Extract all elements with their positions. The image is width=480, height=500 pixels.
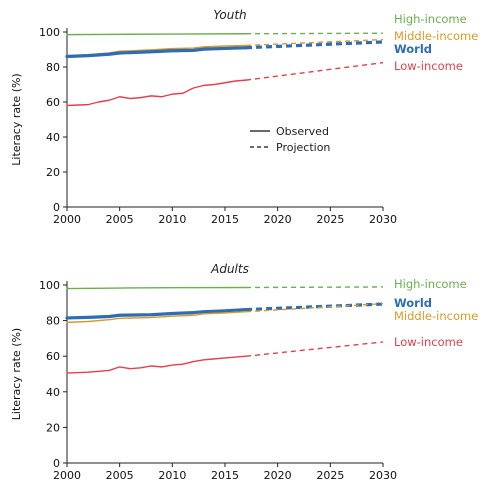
series-low-income-projection-line: [245, 61, 384, 81]
series-low-income-observed-line: [66, 79, 247, 107]
y-axis-title: Literacy rate (%): [10, 328, 23, 420]
x-tick-label: 2025: [316, 469, 344, 482]
y-tick-label: 60: [46, 350, 60, 363]
x-tick-label: 2000: [53, 469, 81, 482]
x-tick-label: 2010: [158, 469, 186, 482]
y-tick-label: 40: [46, 131, 60, 144]
y-tick-label: 80: [46, 61, 60, 74]
series-world-projection-line: [246, 302, 384, 312]
x-tick-label: 2005: [106, 213, 134, 226]
series-label-low-income: Low-income: [394, 335, 463, 349]
x-tick-label: 2025: [316, 213, 344, 226]
x-tick-label: 2030: [369, 213, 397, 226]
x-tick-label: 2010: [158, 213, 186, 226]
series-middle-income-projection-line: [246, 302, 384, 313]
series-high-income-observed-line: [66, 33, 247, 36]
series-world-observed-line: [65, 46, 248, 59]
series-low-income-projection-line: [245, 341, 384, 357]
series-label-high-income: High-income: [394, 277, 467, 291]
series-high-income-projection-line: [246, 286, 384, 289]
y-tick-label: 100: [39, 26, 60, 39]
legend-label-observed: Observed: [276, 125, 329, 138]
x-tick-label: 2015: [211, 213, 239, 226]
series-high-income-observed-line: [66, 286, 247, 290]
y-tick-label: 20: [46, 166, 60, 179]
series-low-income-observed-line: [66, 355, 247, 374]
series-label-world: World: [394, 42, 432, 56]
series-label-world: World: [394, 296, 432, 310]
series-label-middle-income: Middle-income: [394, 309, 478, 323]
y-tick-label: 40: [46, 386, 60, 399]
chart-panel-adults: Adults 0 20 40 60 80 100 2000 2005 2010 2015 2020 20…: [10, 262, 478, 482]
series-world-observed-line: [65, 307, 248, 320]
series-middle-income-observed-line: [66, 311, 247, 324]
y-tick-label: 0: [53, 201, 60, 214]
x-tick-label: 2005: [106, 469, 134, 482]
y-tick-label: 60: [46, 96, 60, 109]
y-tick-label: 100: [39, 279, 60, 292]
y-tick-label: 80: [46, 315, 60, 328]
series-label-low-income: Low-income: [394, 59, 463, 73]
x-tick-label: 2020: [264, 213, 292, 226]
x-tick-label: 2030: [369, 469, 397, 482]
series-label-middle-income: Middle-income: [394, 29, 478, 43]
series-high-income-projection-line: [246, 32, 384, 35]
legend-label-projection: Projection: [276, 141, 330, 154]
x-tick-label: 2015: [211, 469, 239, 482]
y-tick-label: 0: [53, 457, 60, 470]
panel-title: Adults: [210, 262, 249, 276]
y-axis-title: Literacy rate (%): [10, 73, 23, 165]
series-middle-income-projection-line: [246, 38, 384, 47]
chart-panel-youth: Youth 0 20 40 60 80 100 2000 2005 2010 2015 2020 202…: [10, 8, 478, 226]
x-tick-label: 2020: [264, 469, 292, 482]
x-tick-label: 2000: [53, 213, 81, 226]
y-tick-label: 20: [46, 421, 60, 434]
panel-title: Youth: [213, 8, 246, 22]
legend: Observed Projection: [250, 125, 330, 154]
series-label-high-income: High-income: [394, 12, 467, 26]
series-world-projection-line: [245, 40, 384, 50]
